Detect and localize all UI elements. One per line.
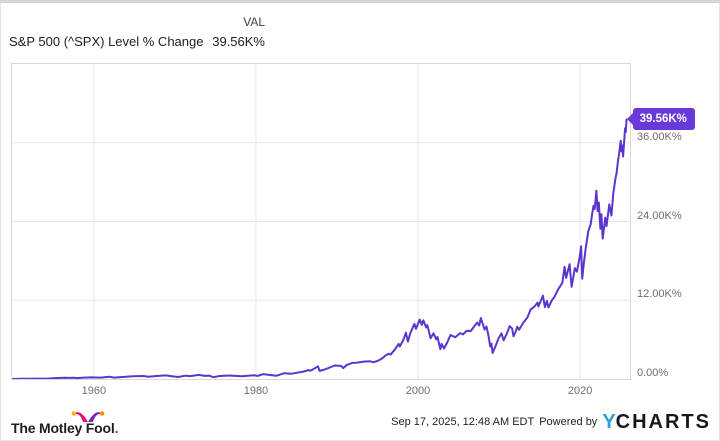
price-line bbox=[12, 118, 628, 379]
val-column-header: VAL bbox=[243, 15, 265, 29]
y-axis-label: 12.00K% bbox=[637, 288, 682, 301]
flag-arrow-icon bbox=[626, 112, 634, 127]
jester-hat-icon bbox=[71, 411, 105, 422]
chart-canvas bbox=[12, 64, 630, 379]
x-axis-label: 2020 bbox=[567, 385, 593, 397]
x-axis-label: 1960 bbox=[81, 385, 107, 397]
motley-fool-logo: The Motley Fool. bbox=[11, 411, 119, 436]
ycharts-wordmark: CHARTS bbox=[615, 411, 711, 433]
y-axis-label: 24.00K% bbox=[637, 209, 682, 222]
ycharts-logo[interactable]: YCHARTS bbox=[602, 412, 711, 432]
y-axis-label: 36.00K% bbox=[637, 130, 682, 143]
last-value-flag: 39.56K% bbox=[626, 108, 695, 131]
motley-fool-period: . bbox=[114, 420, 119, 436]
flag-value-text: 39.56K% bbox=[639, 113, 687, 126]
attribution-bar: Sep 17, 2025, 12:48 AM EDT Powered by YC… bbox=[391, 412, 711, 432]
x-axis-label: 2000 bbox=[405, 385, 431, 397]
chart-plot-area bbox=[11, 63, 631, 380]
val-current-value: 39.56K% bbox=[212, 34, 265, 49]
ycharts-y-glyph: Y bbox=[602, 411, 616, 433]
x-axis-label: 1980 bbox=[243, 385, 269, 397]
motley-fool-wordmark: The Motley Fool bbox=[11, 420, 115, 436]
y-axis-label: 0.00% bbox=[637, 367, 669, 379]
gridlines bbox=[12, 64, 630, 379]
chart-timestamp: Sep 17, 2025, 12:48 AM EDT bbox=[391, 416, 535, 428]
powered-by-label: Powered by bbox=[539, 416, 598, 428]
series-label: S&P 500 (^SPX) Level % Change bbox=[9, 34, 204, 49]
